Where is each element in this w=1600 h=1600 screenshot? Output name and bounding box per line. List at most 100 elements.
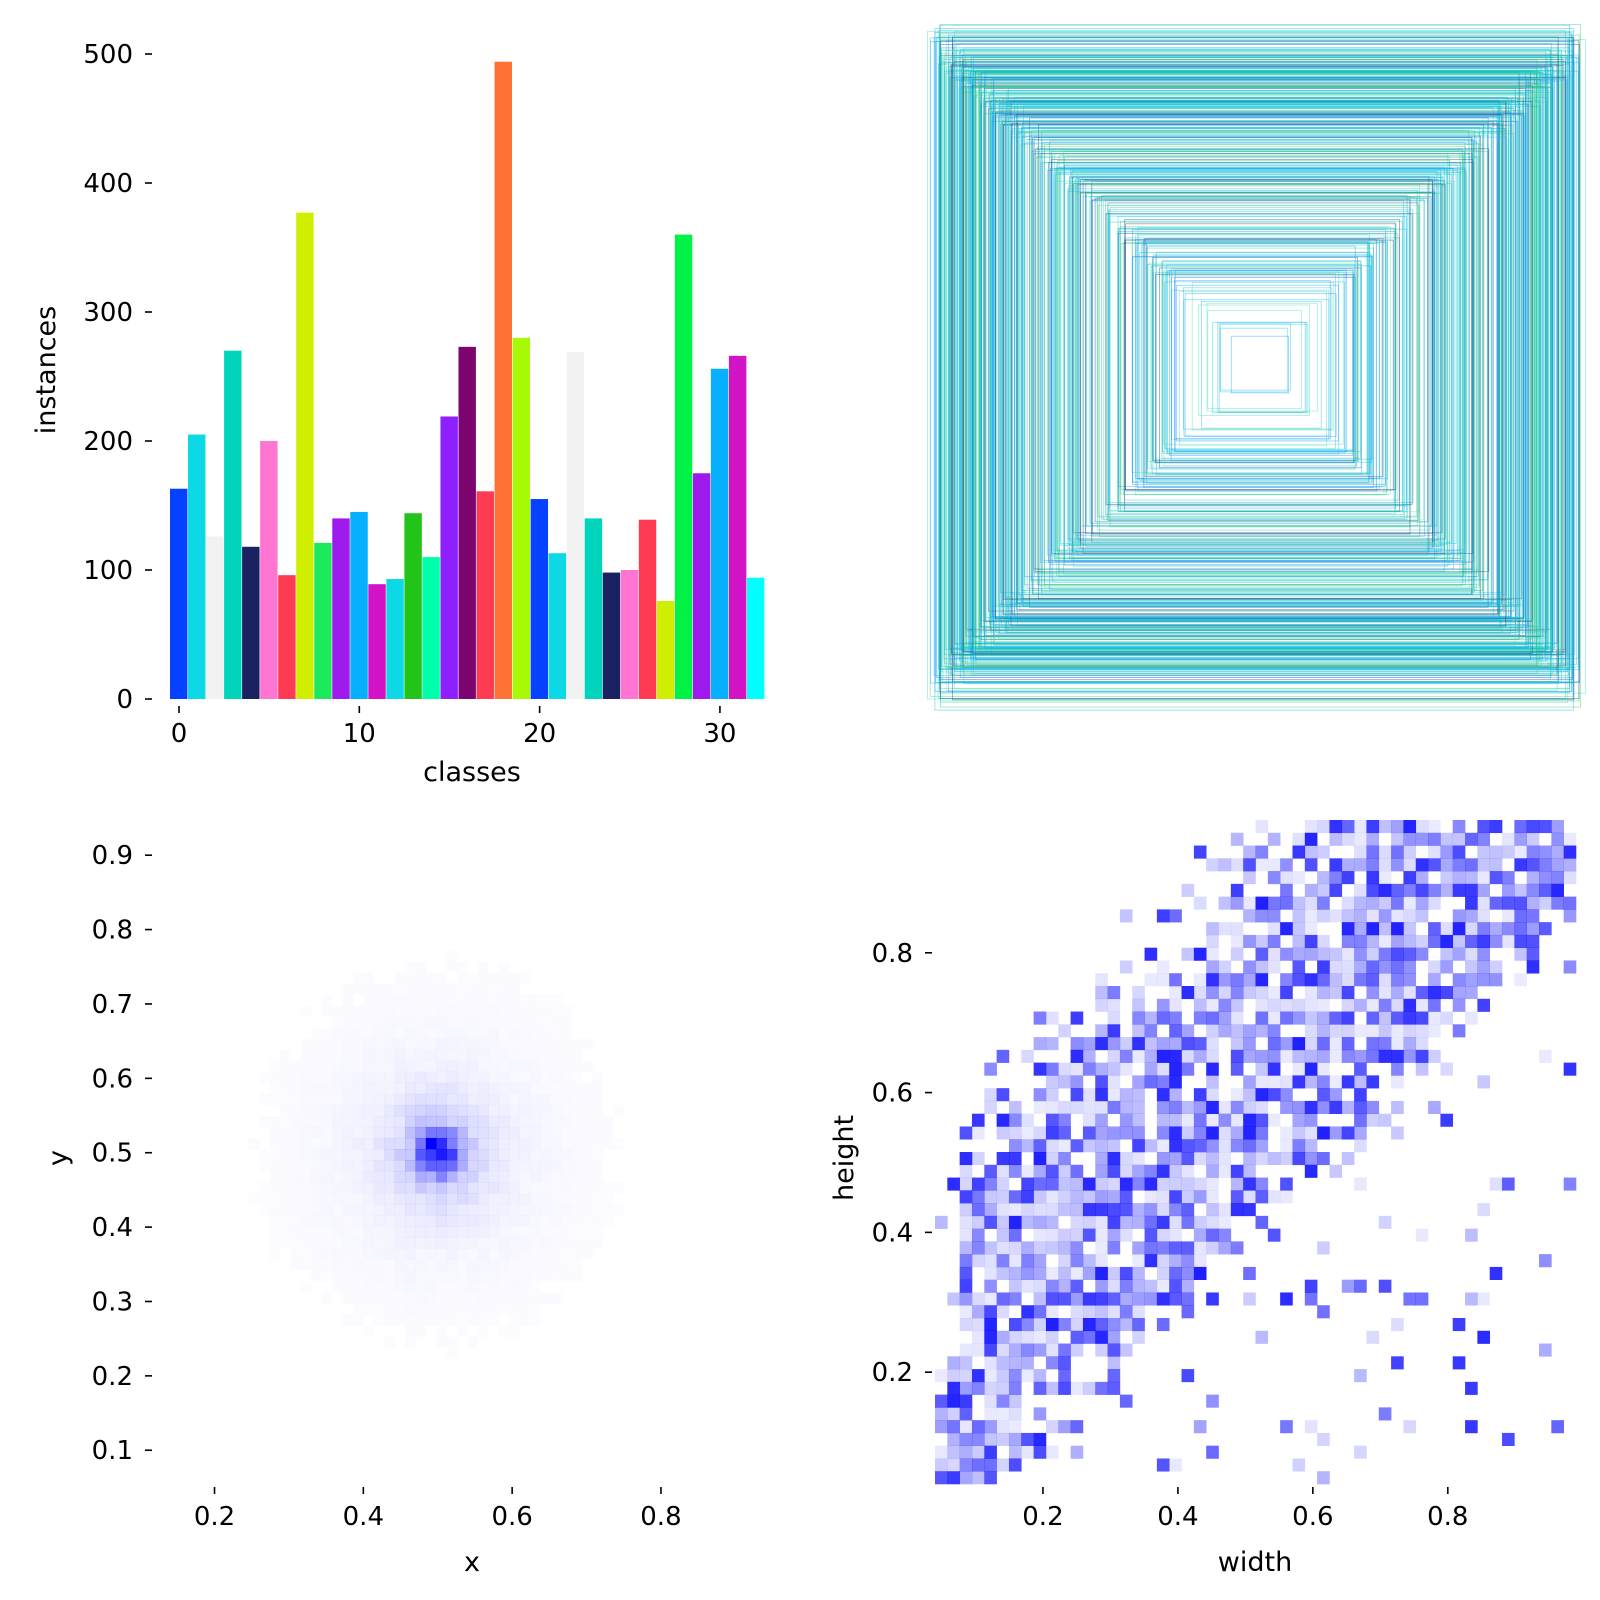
- heatmap-cell: [353, 1303, 364, 1314]
- heatmap-cell: [1292, 922, 1306, 936]
- box-outline: [1139, 252, 1371, 481]
- heatmap-cell: [561, 1193, 572, 1204]
- heatmap-cell: [1489, 845, 1503, 859]
- y-tick-label: 100: [83, 556, 133, 586]
- heatmap-cell: [1132, 1305, 1145, 1319]
- heatmap-cell: [1107, 1369, 1121, 1383]
- heatmap-cell: [301, 1259, 312, 1270]
- heatmap-cell: [1230, 1241, 1244, 1255]
- heatmap-cell: [301, 1215, 312, 1226]
- heatmap-cell: [1354, 896, 1367, 910]
- heatmap-cell: [488, 1072, 499, 1083]
- heatmap-cell: [415, 972, 426, 983]
- heatmap-cell: [301, 1105, 312, 1116]
- heatmap-cell: [1366, 947, 1380, 961]
- heatmap-cell: [363, 1171, 375, 1183]
- heatmap-cell: [374, 1006, 385, 1017]
- heatmap-cell: [468, 984, 479, 995]
- heatmap-cell: [478, 1326, 489, 1337]
- heatmap-cell: [1058, 1177, 1071, 1191]
- heatmap-cell: [405, 961, 416, 972]
- heatmap-cell: [426, 1017, 437, 1028]
- heatmap-cell: [1329, 1164, 1343, 1178]
- x-tick-label: 0.2: [194, 1502, 235, 1532]
- class-bars: [170, 61, 765, 700]
- heatmap-cell: [540, 1072, 551, 1083]
- heatmap-cell: [373, 1193, 385, 1205]
- heatmap-cell: [1428, 1011, 1441, 1025]
- heatmap-cell: [1526, 820, 1540, 834]
- heatmap-cell: [1033, 1432, 1047, 1446]
- y-tick-label: 500: [83, 40, 133, 70]
- heatmap-cell: [1428, 922, 1441, 936]
- heatmap-cell: [373, 1204, 385, 1216]
- heatmap-cell: [311, 1149, 322, 1160]
- heatmap-cell: [353, 1050, 364, 1061]
- heatmap-cell: [1058, 1292, 1071, 1306]
- heatmap-cell: [1243, 845, 1256, 859]
- heatmap-cell: [478, 1006, 489, 1017]
- heatmap-cell: [1243, 909, 1256, 923]
- heatmap-cell: [1440, 845, 1454, 859]
- heatmap-cell: [1119, 1037, 1133, 1051]
- heatmap-cell: [1267, 1037, 1281, 1051]
- heatmap-cell: [1502, 845, 1515, 859]
- heatmap-cell: [488, 1193, 500, 1205]
- heatmap-cell: [488, 1137, 500, 1150]
- heatmap-cell: [1526, 909, 1540, 923]
- heatmap-cell: [499, 1292, 510, 1303]
- heatmap-cell: [467, 1093, 479, 1106]
- heatmap-cell: [509, 1303, 520, 1314]
- heatmap-cell: [519, 1193, 531, 1205]
- heatmap-cell: [394, 1193, 406, 1205]
- heatmap-cell: [1304, 1062, 1318, 1076]
- heatmap-cell: [1502, 883, 1515, 897]
- heatmap-cell: [1378, 909, 1392, 923]
- heatmap-cell: [1119, 1215, 1133, 1229]
- heatmap-cell: [436, 984, 447, 995]
- box-outline: [1147, 264, 1362, 475]
- heatmap-cell: [1329, 909, 1343, 923]
- heatmap-cell: [572, 1061, 583, 1072]
- heatmap-cell: [1169, 1254, 1182, 1268]
- heatmap-cell: [1255, 947, 1269, 961]
- heatmap-cell: [290, 1083, 301, 1094]
- heatmap-cell: [467, 1126, 479, 1139]
- heatmap-cell: [477, 1071, 489, 1084]
- box-outline: [1024, 132, 1481, 595]
- heatmap-cell: [1317, 896, 1330, 910]
- heatmap-cell: [290, 1116, 301, 1127]
- heatmap-cell: [561, 1160, 572, 1171]
- heatmap-cell: [1366, 998, 1380, 1012]
- heatmap-cell: [343, 984, 354, 995]
- box-outline: [1055, 173, 1452, 555]
- heatmap-cell: [935, 1420, 948, 1434]
- heatmap-cell: [1156, 1203, 1170, 1217]
- heatmap-cell: [1280, 1126, 1293, 1140]
- heatmap-cell: [1415, 909, 1429, 923]
- heatmap-cell: [1452, 1024, 1466, 1038]
- heatmap-cell: [947, 1458, 960, 1472]
- heatmap-cell: [1230, 1126, 1244, 1140]
- heatmap-cell: [551, 1039, 562, 1050]
- heatmap-cell: [1033, 1126, 1047, 1140]
- heatmap-cell: [1378, 960, 1392, 974]
- heatmap-cell: [935, 1215, 948, 1229]
- heatmap-cell: [363, 1104, 375, 1117]
- heatmap-cell: [1378, 1049, 1392, 1063]
- heatmap-cell: [1304, 1075, 1318, 1089]
- heatmap-cell: [280, 1061, 291, 1072]
- heatmap-cell: [405, 1215, 416, 1227]
- heatmap-cell: [373, 1215, 385, 1227]
- heatmap-cell: [1465, 973, 1478, 987]
- heatmap-cell: [540, 1292, 551, 1303]
- heatmap-cell: [499, 1072, 510, 1083]
- heatmap-cell: [1132, 1075, 1145, 1089]
- heatmap-cell: [1477, 896, 1491, 910]
- heatmap-cell: [363, 1326, 374, 1337]
- heatmap-cell: [603, 1193, 614, 1204]
- heatmap-cell: [1539, 858, 1552, 872]
- heatmap-cell: [332, 1137, 343, 1150]
- heatmap-cell: [1193, 1113, 1207, 1127]
